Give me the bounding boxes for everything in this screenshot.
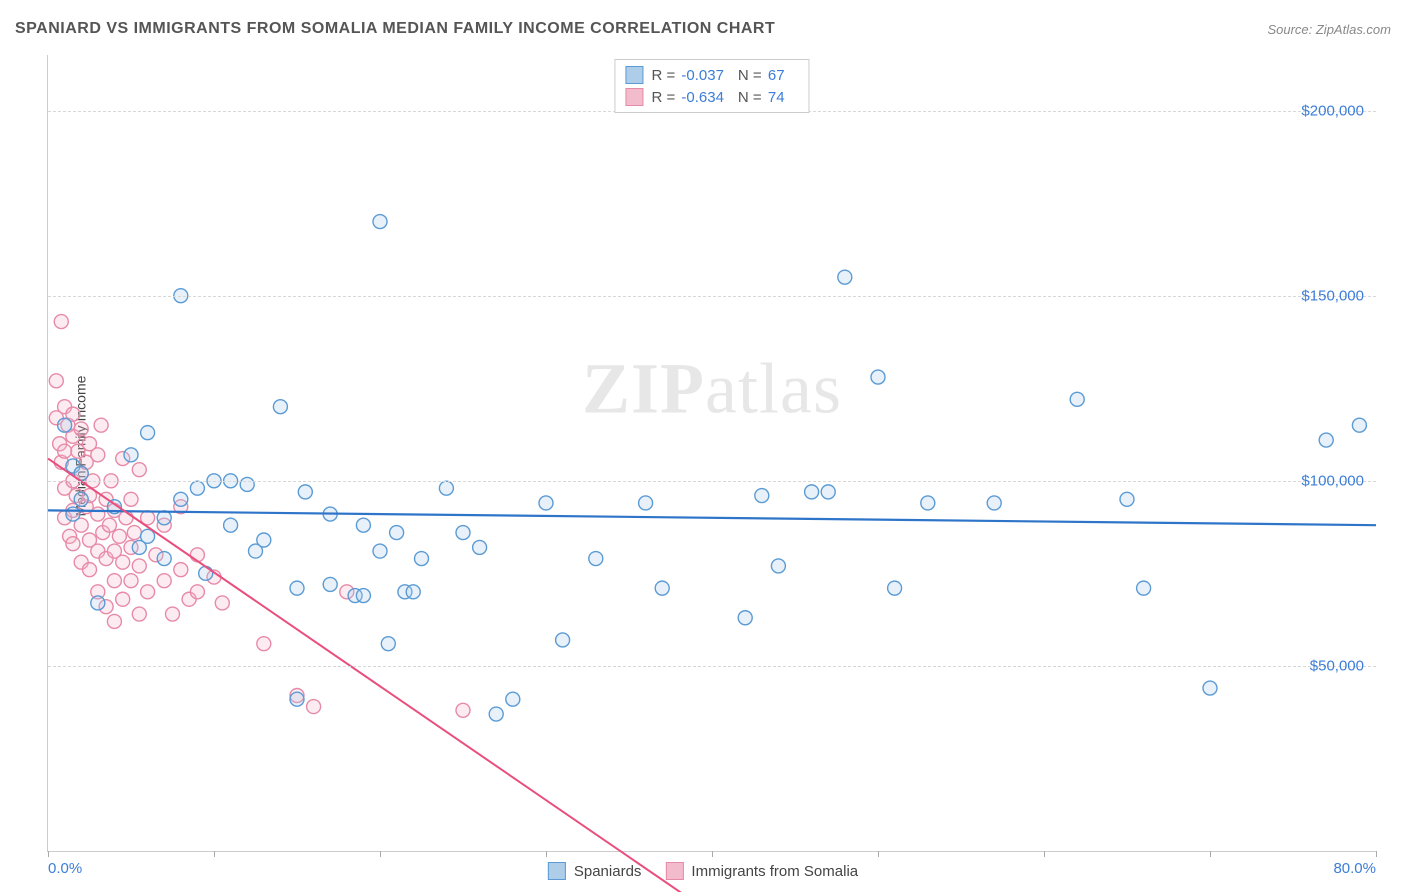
legend-stats-row-somalia: R = -0.634 N = 74 bbox=[625, 86, 798, 108]
y-tick-label: $100,000 bbox=[1301, 472, 1364, 489]
y-tick-label: $150,000 bbox=[1301, 287, 1364, 304]
swatch-somalia-icon bbox=[665, 862, 683, 880]
stat-n-label2: N = bbox=[738, 89, 766, 106]
legend-item-spaniards: Spaniards bbox=[548, 862, 642, 880]
y-tick-label: $200,000 bbox=[1301, 102, 1364, 119]
legend-stats-row-spaniards: R = -0.037 N = 67 bbox=[625, 64, 798, 86]
x-axis-end-label: 80.0% bbox=[1333, 860, 1376, 877]
scatter-plot-svg bbox=[48, 55, 1376, 851]
swatch-spaniards-icon bbox=[548, 862, 566, 880]
x-axis-start-label: 0.0% bbox=[48, 860, 82, 877]
stat-r-somalia: -0.634 bbox=[681, 89, 724, 106]
swatch-spaniards bbox=[625, 66, 643, 84]
stat-r-label: R = bbox=[651, 67, 679, 84]
source-prefix: Source: bbox=[1267, 22, 1315, 37]
swatch-somalia bbox=[625, 88, 643, 106]
source-name: ZipAtlas.com bbox=[1316, 22, 1391, 37]
legend-stats-box: R = -0.037 N = 67 R = -0.634 N = 74 bbox=[614, 59, 809, 113]
stat-r-spaniards: -0.037 bbox=[681, 67, 724, 84]
header-bar: SPANIARD VS IMMIGRANTS FROM SOMALIA MEDI… bbox=[15, 20, 1391, 38]
legend-label-somalia: Immigrants from Somalia bbox=[691, 863, 858, 880]
stat-n-spaniards: 67 bbox=[768, 67, 785, 84]
y-tick-label: $50,000 bbox=[1310, 657, 1364, 674]
legend-item-somalia: Immigrants from Somalia bbox=[665, 862, 858, 880]
stat-n-label: N = bbox=[738, 67, 766, 84]
legend-bottom: Spaniards Immigrants from Somalia bbox=[548, 862, 858, 880]
chart-plot-area: ZIPatlas R = -0.037N = 67 R = -0.634N = … bbox=[47, 55, 1376, 852]
stat-r-label2: R = bbox=[651, 89, 679, 106]
source-credit: Source: ZipAtlas.com bbox=[1267, 22, 1391, 37]
stat-n-somalia: 74 bbox=[768, 89, 785, 106]
legend-label-spaniards: Spaniards bbox=[574, 863, 642, 880]
chart-title: SPANIARD VS IMMIGRANTS FROM SOMALIA MEDI… bbox=[15, 20, 775, 38]
